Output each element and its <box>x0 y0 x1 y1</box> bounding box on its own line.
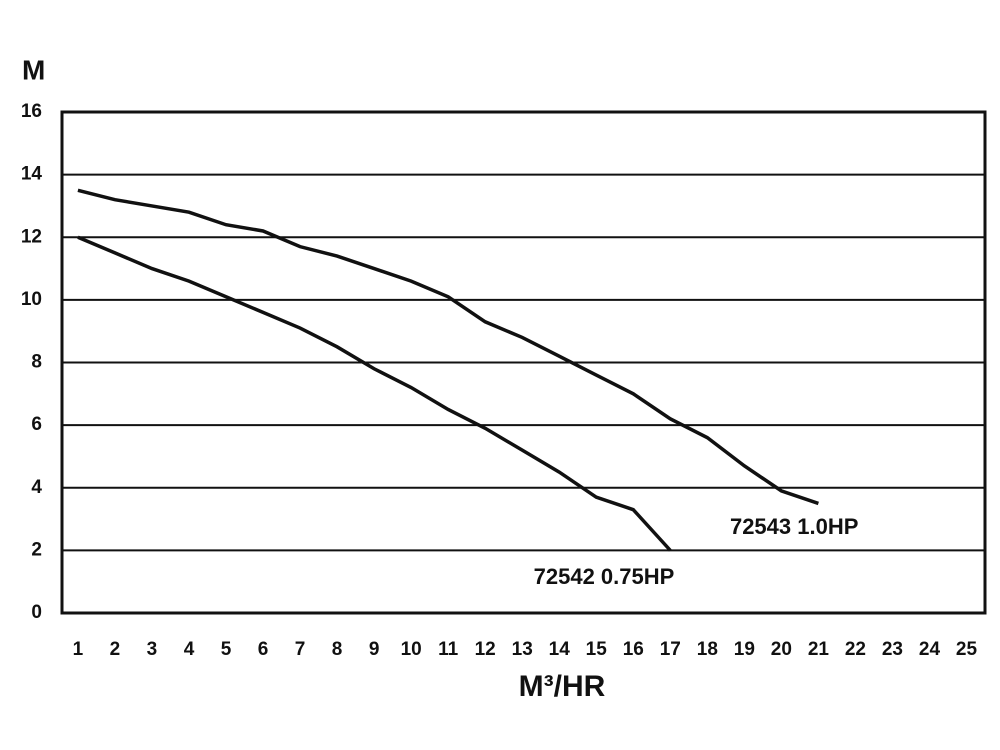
x-tick-label: 24 <box>919 639 941 660</box>
x-tick-label: 8 <box>332 639 343 660</box>
y-axis-label: M <box>22 54 45 85</box>
x-axis-label: M³/HR <box>519 670 606 703</box>
x-tick-label: 4 <box>184 639 195 660</box>
y-tick-label: 0 <box>31 602 42 623</box>
x-tick-label: 10 <box>401 639 422 660</box>
x-tick-label: 13 <box>512 639 533 660</box>
x-tick-label: 14 <box>549 639 571 660</box>
series-label: 72543 1.0HP <box>730 514 858 539</box>
series-line <box>77 235 672 552</box>
x-tick-label: 22 <box>845 639 866 660</box>
plot-frame <box>60 110 987 615</box>
series-label: 72542 0.75HP <box>534 564 675 589</box>
x-tick-label: 15 <box>586 639 608 660</box>
x-tick-label: 21 <box>808 639 830 660</box>
y-tick-label: 10 <box>21 289 42 310</box>
y-tick-label: 12 <box>21 226 42 247</box>
x-tick-label: 5 <box>221 639 232 660</box>
x-tick-label: 16 <box>623 639 644 660</box>
x-tick-label: 1 <box>73 639 84 660</box>
x-tick-label: 18 <box>697 639 718 660</box>
x-tick-label: 17 <box>660 639 681 660</box>
series-line <box>77 188 819 506</box>
y-tick-label: 14 <box>21 164 43 185</box>
y-tick-label: 4 <box>31 477 42 498</box>
x-tick-label: 6 <box>258 639 269 660</box>
x-tick-label: 11 <box>438 639 459 660</box>
x-tick-label: 20 <box>771 639 792 660</box>
x-tick-label: 2 <box>110 639 121 660</box>
y-tick-label: 6 <box>31 414 42 435</box>
x-tick-label: 25 <box>956 639 978 660</box>
y-tick-label: 8 <box>31 352 42 373</box>
x-tick-label: 7 <box>295 639 306 660</box>
x-tick-label: 12 <box>475 639 496 660</box>
x-tick-label: 23 <box>882 639 903 660</box>
x-tick-label: 19 <box>734 639 755 660</box>
x-tick-label: 3 <box>147 639 158 660</box>
y-tick-label: 2 <box>31 539 42 560</box>
x-tick-label: 9 <box>369 639 380 660</box>
y-tick-label: 16 <box>21 101 42 122</box>
